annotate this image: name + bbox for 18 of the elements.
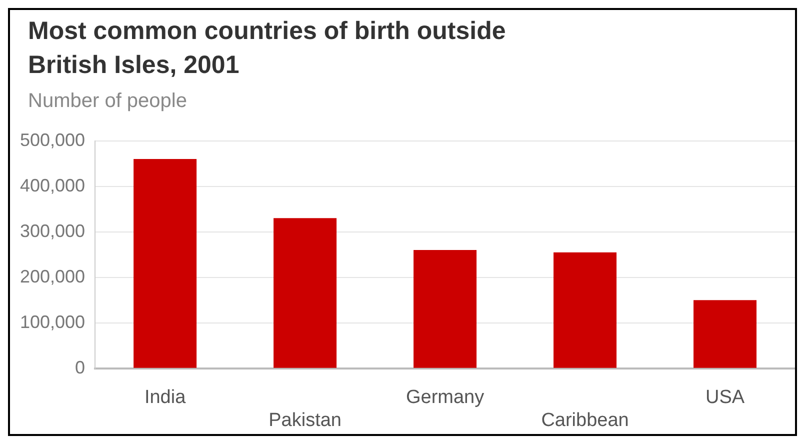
bar: [694, 300, 757, 368]
y-tick-label: 400,000: [20, 175, 86, 196]
x-tick-label: USA: [705, 387, 745, 408]
y-axis-title: Number of people: [28, 90, 187, 113]
y-tick-label: 200,000: [20, 266, 86, 286]
x-tick-label: Pakistan: [268, 410, 342, 431]
x-tick-label: India: [144, 387, 186, 408]
y-tick-label: 0: [75, 357, 86, 378]
y-tick-label: 500,000: [20, 130, 86, 150]
chart-title: Most common countries of birth outside British Isles, 2001: [28, 16, 507, 81]
y-tick-label: 300,000: [20, 220, 86, 241]
bar: [274, 218, 337, 368]
x-tick-label: Germany: [406, 387, 485, 408]
bar: [414, 250, 477, 368]
bar: [134, 159, 197, 368]
y-tick-label: 100,000: [20, 312, 86, 332]
x-tick-label: Caribbean: [541, 410, 629, 431]
bar: [554, 252, 617, 368]
